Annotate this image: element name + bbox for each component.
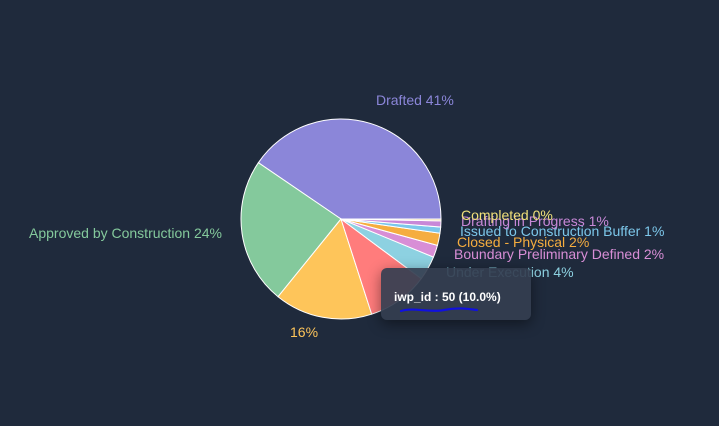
tooltip-underline-mark bbox=[399, 307, 479, 313]
pie-slice[interactable] bbox=[257, 118, 442, 220]
pie-slice-label: Completed 0% bbox=[461, 207, 553, 223]
pie-labels: Drafted 41% Approved by Construction 24% 1… bbox=[29, 92, 664, 340]
chart-tooltip: iwp_id : 50 (10.0%) bbox=[381, 268, 531, 320]
pie-slice-label: Drafting in Progress 1% bbox=[461, 213, 609, 229]
pie-slices bbox=[240, 118, 442, 320]
pie-slice-label: Issued to Construction Buffer 1% bbox=[460, 223, 664, 239]
pie-slice-label: Approved by Construction 24% bbox=[29, 225, 222, 241]
pie-slice-label: Boundary Preliminary Defined 2% bbox=[454, 246, 664, 262]
pie-slice-label: Drafted 41% bbox=[376, 92, 454, 108]
pie-slice[interactable] bbox=[277, 217, 373, 320]
tooltip-text: iwp_id : 50 (10.0%) bbox=[394, 290, 501, 304]
pie-slice-label: 16% bbox=[290, 324, 318, 340]
pie-slice[interactable] bbox=[340, 218, 442, 222]
pie-slice-label: Closed - Physical 2% bbox=[457, 234, 589, 250]
pie-slice[interactable] bbox=[240, 161, 342, 298]
